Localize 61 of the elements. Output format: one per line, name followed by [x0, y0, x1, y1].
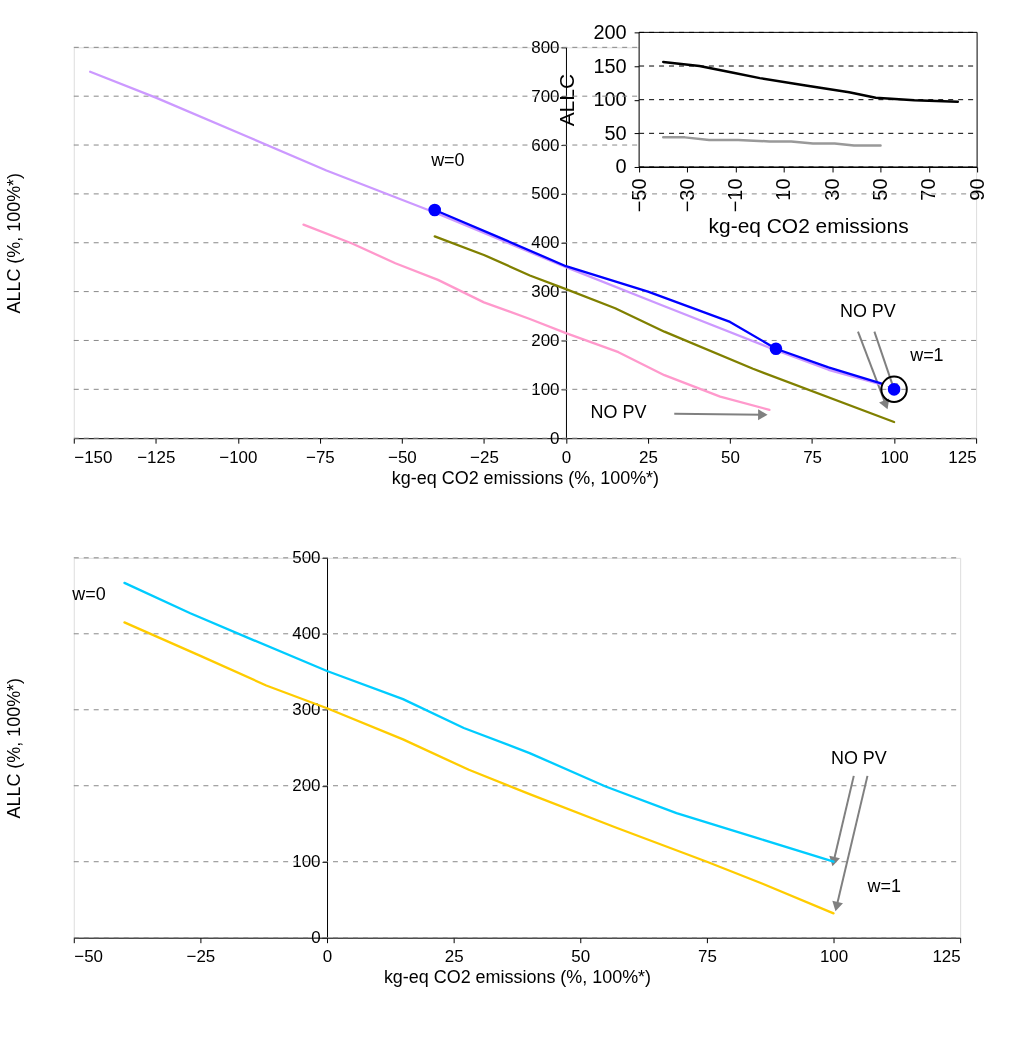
line-series — [662, 136, 882, 147]
y-tick-label: 150 — [593, 54, 627, 77]
annotation: w=1 — [909, 344, 944, 365]
y-tick-label: 200 — [593, 20, 627, 43]
x-tick-label: 100 — [819, 947, 849, 967]
y-tick-label: 100 — [531, 379, 560, 399]
annotation: NO PV — [839, 301, 896, 322]
x-tick-label: 75 — [803, 447, 822, 467]
y-tick-label: 500 — [531, 184, 560, 204]
annotation: w=0 — [430, 150, 465, 171]
x-tick-label: −25 — [186, 947, 216, 967]
x-tick-label: 125 — [948, 447, 977, 467]
annotation: w=0 — [71, 584, 106, 605]
x-tick-label: 50 — [721, 447, 740, 467]
x-tick-label: −150 — [74, 447, 113, 467]
annotation: NO PV — [830, 748, 887, 769]
x-tick-label: −75 — [306, 447, 335, 467]
x-tick-label: 30 — [820, 178, 843, 201]
x-tick-label: 10 — [772, 178, 795, 201]
x-tick-label: −125 — [137, 447, 176, 467]
y-tick-label: 700 — [531, 86, 560, 106]
point — [428, 203, 442, 217]
x-tick-label: 100 — [880, 447, 909, 467]
point — [769, 342, 783, 356]
annotation: NO PV — [590, 401, 647, 422]
x-tick-label: −50 — [74, 947, 104, 967]
point — [880, 375, 908, 403]
x-tick-label: −10 — [724, 178, 747, 213]
y-tick-label: 400 — [531, 233, 560, 253]
y-axis-title: ALLC (%, 100%*) — [4, 677, 25, 819]
x-tick-label: 50 — [571, 947, 591, 967]
y-tick-label: 50 — [604, 121, 627, 144]
y-tick-label: 200 — [531, 330, 560, 350]
line-series — [433, 235, 896, 424]
y-tick-label: 0 — [615, 155, 627, 178]
y-tick-label: 500 — [292, 548, 321, 568]
y-tick-label: 200 — [292, 776, 321, 796]
x-tick-label: 75 — [697, 947, 717, 967]
x-tick-label: −50 — [388, 447, 417, 467]
y-tick-label: 400 — [292, 624, 321, 644]
y-tick-label: 100 — [593, 88, 627, 111]
x-tick-label: −100 — [219, 447, 258, 467]
x-axis-title: kg-eq CO2 emissions (%, 100%*) — [391, 467, 660, 488]
x-tick-label: 90 — [965, 178, 988, 201]
x-tick-label: −25 — [470, 447, 499, 467]
y-tick-label: 300 — [531, 282, 560, 302]
x-axis-title: kg-eq CO2 emissions — [708, 214, 909, 238]
y-tick-label: 300 — [292, 700, 321, 720]
x-tick-label: −50 — [627, 178, 650, 213]
x-tick-label: 70 — [917, 178, 940, 201]
y-tick-label: 600 — [531, 135, 560, 155]
x-tick-label: 125 — [932, 947, 961, 967]
y-tick-label: 100 — [292, 852, 321, 872]
annotation: w=1 — [866, 875, 901, 896]
x-tick-label: −30 — [675, 178, 698, 213]
y-tick-label: 800 — [531, 37, 560, 57]
x-tick-label: 25 — [444, 947, 464, 967]
y-axis-title: ALLC (%, 100%*) — [4, 172, 25, 314]
x-tick-label: 25 — [639, 447, 658, 467]
x-tick-label: 50 — [869, 178, 892, 201]
x-axis-title: kg-eq CO2 emissions (%, 100%*) — [383, 967, 652, 988]
